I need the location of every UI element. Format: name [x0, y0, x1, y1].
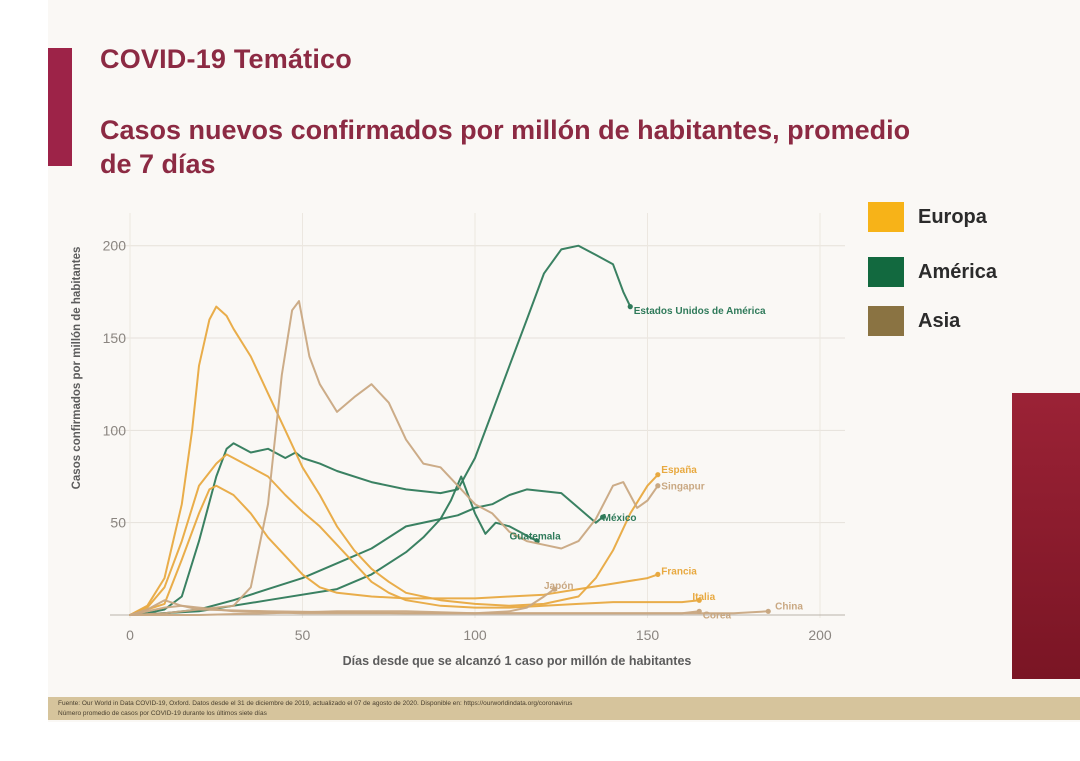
footer-note-text: Número promedio de casos por COVID-19 du…	[58, 710, 267, 717]
series-endpoint	[627, 304, 633, 310]
series-label: Estados Unidos de América	[634, 306, 766, 317]
series-line	[129, 305, 659, 616]
legend-label-asia: Asia	[918, 309, 961, 332]
slide-background	[48, 0, 1080, 722]
footer-source: Fuente: Our World in Data COVID-19, Oxfo…	[48, 697, 1080, 720]
legend-item-asia: Asia	[868, 304, 960, 338]
series-endpoint	[655, 472, 661, 478]
footer-source-text: Fuente: Our World in Data COVID-19, Oxfo…	[58, 700, 573, 707]
brand-accent-bar	[48, 48, 72, 166]
series-endpoint	[655, 483, 661, 489]
legend-item-europa: Europa	[868, 200, 987, 234]
legend-label-america: América	[918, 260, 997, 283]
x-tick-label: 200	[808, 627, 832, 643]
series-line	[129, 453, 701, 616]
series-label: China	[775, 601, 803, 612]
y-tick-label: 100	[103, 422, 127, 438]
series-endpoint	[655, 571, 661, 577]
series-line	[129, 300, 659, 616]
series-endpoint	[600, 514, 606, 520]
series-label: Italia	[692, 592, 715, 603]
x-axis-title: Días desde que se alcanzó 1 caso por mil…	[343, 654, 692, 668]
series-label: Japón	[544, 581, 573, 592]
series-line	[129, 599, 701, 616]
legend-swatch-europa	[868, 202, 904, 232]
right-decorative-block	[1012, 393, 1080, 679]
series-label: Singapur	[661, 481, 704, 492]
series-endpoint	[765, 608, 771, 614]
series-line	[129, 475, 539, 616]
page-title: COVID-19 Temático	[100, 44, 352, 74]
legend-swatch-america	[868, 257, 904, 287]
series-label: Francia	[661, 566, 697, 577]
series-endpoint	[551, 586, 557, 592]
series-endpoint	[696, 608, 702, 614]
x-tick-label: 0	[126, 627, 134, 643]
y-tick-label: 50	[110, 515, 126, 531]
series-label: Corea	[703, 611, 732, 622]
series-endpoint	[696, 597, 702, 603]
x-tick-label: 150	[636, 627, 660, 643]
series-label: Guatemala	[510, 531, 562, 542]
legend-label-europa: Europa	[918, 205, 987, 228]
series-label: España	[661, 465, 697, 476]
x-tick-label: 100	[463, 627, 487, 643]
legend-swatch-asia	[868, 306, 904, 336]
y-tick-label: 200	[103, 238, 127, 254]
series-label: México	[603, 513, 637, 524]
legend-item-america: América	[868, 255, 997, 289]
x-tick-label: 50	[295, 627, 311, 643]
chart-title: Casos nuevos confirmados por millón de h…	[100, 115, 911, 179]
series-line	[129, 484, 659, 616]
y-tick-label: 150	[103, 330, 127, 346]
y-axis-title: Casos confirmados por millón de habitant…	[71, 247, 83, 490]
